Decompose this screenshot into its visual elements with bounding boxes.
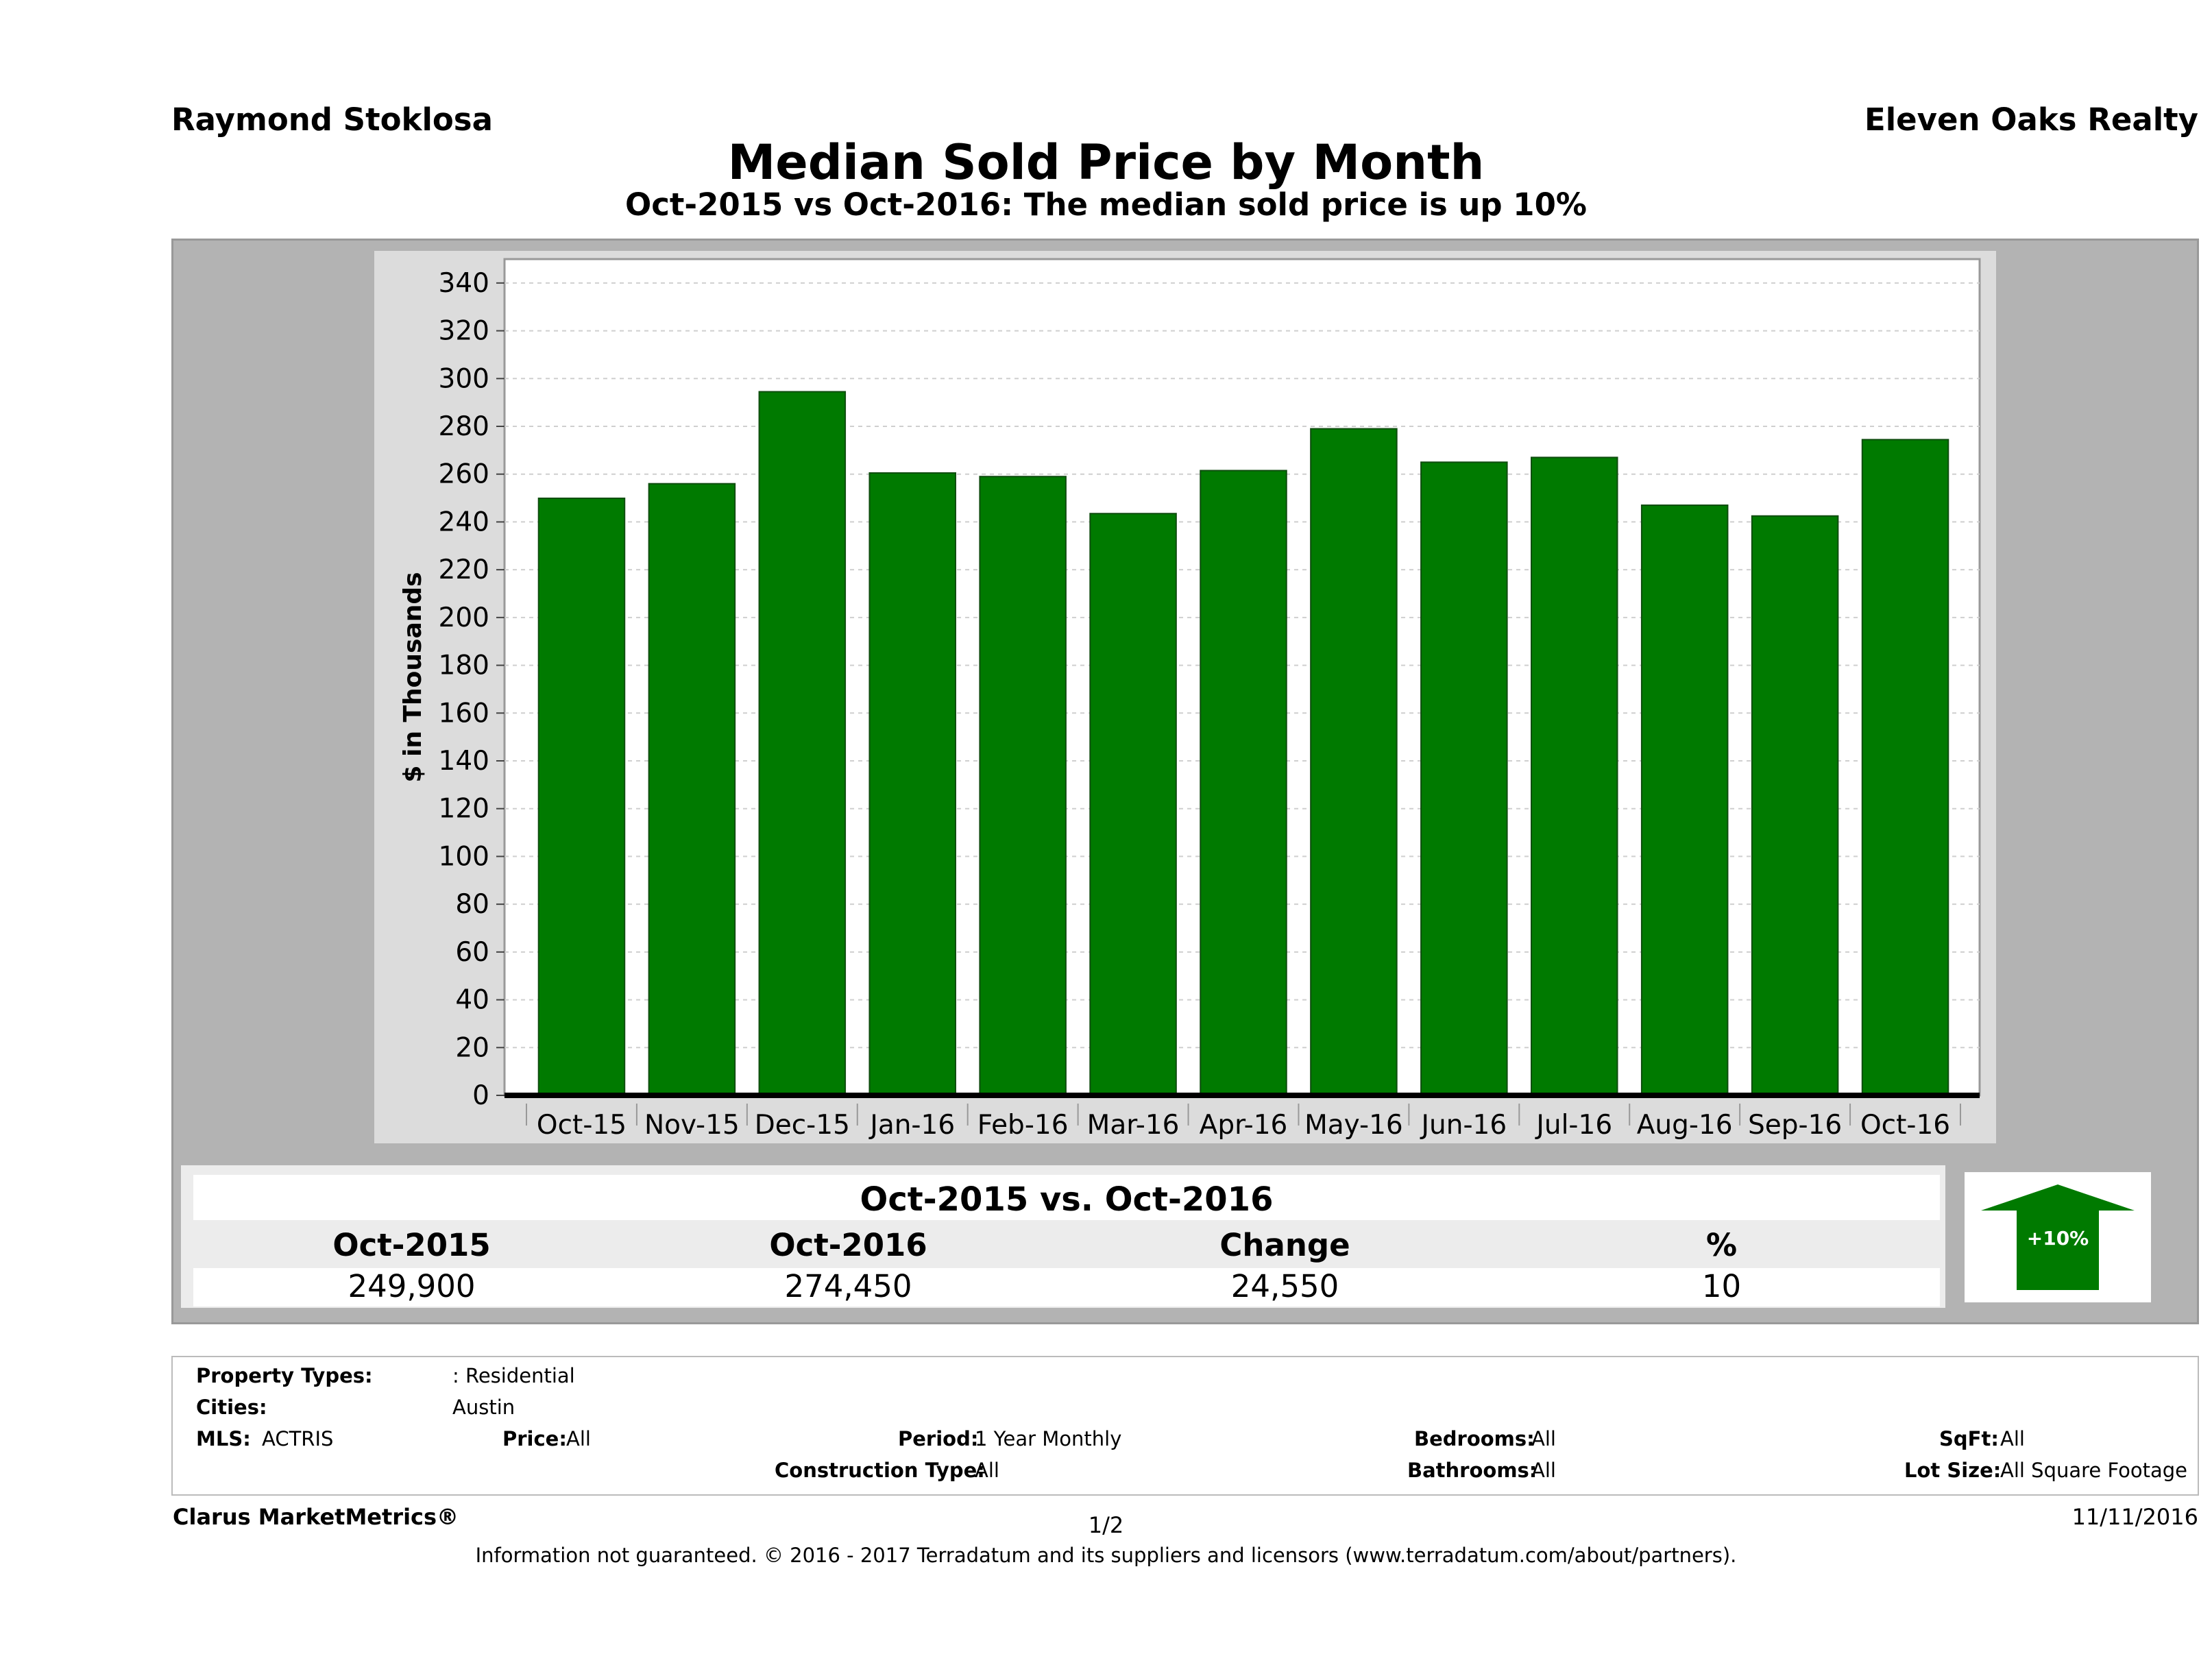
bathrooms-value: All <box>1531 1459 1556 1482</box>
bar-jun-16 <box>1420 461 1508 1096</box>
x-tick-label: Oct-15 <box>537 1110 627 1141</box>
bar-may-16 <box>1310 428 1398 1096</box>
property-types-value: : Residential <box>452 1364 575 1387</box>
bar-dec-15 <box>758 391 847 1096</box>
bar-feb-16 <box>979 476 1067 1096</box>
bars <box>537 391 1949 1096</box>
x-tick-label: Jun-16 <box>1420 1110 1507 1141</box>
bar-sep-16 <box>1751 515 1839 1096</box>
y-tick-label: 60 <box>455 937 489 968</box>
y-tick-label: 140 <box>439 746 489 777</box>
price-value: All <box>566 1427 591 1450</box>
period-label: Period: <box>898 1427 979 1450</box>
y-tick-label: 20 <box>455 1032 489 1063</box>
bathrooms-label: Bathrooms: <box>1407 1459 1538 1482</box>
disclaimer: Information not guaranteed. © 2016 - 201… <box>475 1544 1737 1567</box>
product-name: Clarus MarketMetrics® <box>173 1504 459 1530</box>
summary-value-change: 24,550 <box>1230 1268 1339 1304</box>
x-tick-label: Dec-15 <box>755 1110 850 1141</box>
bedrooms-label: Bedrooms: <box>1414 1427 1535 1450</box>
bar-oct-15 <box>537 497 626 1096</box>
bar-oct-16 <box>1861 439 1949 1096</box>
cities-label: Cities: <box>196 1396 267 1419</box>
y-tick-label: 320 <box>439 316 489 347</box>
y-tick-label: 300 <box>439 363 489 394</box>
x-tick-label: Feb-16 <box>977 1110 1069 1141</box>
y-tick-label: 40 <box>455 985 489 1016</box>
y-axis-label: $ in Thousands <box>399 572 427 782</box>
summary-title-row <box>193 1175 1940 1220</box>
y-tick-label: 120 <box>439 794 489 825</box>
x-tick-label: Nov-15 <box>644 1110 740 1141</box>
y-tick-label: 260 <box>439 459 489 490</box>
change-badge: +10% <box>1965 1172 2151 1302</box>
summary-title: Oct-2015 vs. Oct-2016 <box>860 1180 1274 1219</box>
y-tick-label: 0 <box>472 1080 489 1111</box>
up-arrow-icon: +10% <box>1981 1184 2135 1290</box>
x-tick-label: Apr-16 <box>1200 1110 1288 1141</box>
x-tick-label: Aug-16 <box>1637 1110 1733 1141</box>
y-tick-label: 220 <box>439 555 489 585</box>
summary-value-oct-2016: 274,450 <box>784 1268 912 1304</box>
filters-box <box>171 1356 2199 1496</box>
mls-label: MLS: <box>196 1427 251 1450</box>
construction-type-label: Construction Type: <box>775 1459 985 1482</box>
up-arrow-shape <box>1981 1184 2135 1290</box>
y-tick-label: 180 <box>439 650 489 681</box>
y-tick-label: 340 <box>439 268 489 299</box>
x-tick-label: Jul-16 <box>1534 1110 1612 1141</box>
bedrooms-value: All <box>1531 1427 1556 1450</box>
sqft-label: SqFt: <box>1939 1427 1999 1450</box>
badge-label: +10% <box>2027 1227 2089 1250</box>
period-value: 1 Year Monthly <box>975 1427 1122 1450</box>
grid-lines <box>505 282 1980 1049</box>
y-tick-label: 280 <box>439 411 489 442</box>
bar-apr-16 <box>1200 470 1287 1096</box>
lot-size-label: Lot Size: <box>1904 1459 2002 1482</box>
summary-header-oct-2016: Oct-2016 <box>769 1227 927 1263</box>
y-tick-label: 200 <box>439 603 489 633</box>
summary-header-oct-2015: Oct-2015 <box>332 1227 491 1263</box>
bar-mar-16 <box>1089 513 1177 1096</box>
cities-value: Austin <box>452 1396 515 1419</box>
construction-type-value: All <box>975 1459 999 1482</box>
page-number: 1/2 <box>1088 1512 1124 1538</box>
x-tick-label: Sep-16 <box>1748 1110 1842 1141</box>
property-types-label: Property Types: <box>196 1364 373 1387</box>
summary-header-percent: % <box>1705 1227 1738 1263</box>
y-tick-label: 100 <box>439 841 489 872</box>
bar-nov-15 <box>648 483 736 1096</box>
summary-values-row <box>193 1268 1940 1306</box>
report-date: 11/11/2016 <box>2071 1504 2198 1530</box>
y-tick-label: 160 <box>439 698 489 729</box>
sqft-value: All <box>2000 1427 2025 1450</box>
bar-aug-16 <box>1640 504 1729 1096</box>
y-tick-label: 240 <box>439 507 489 537</box>
brokerage-name: Eleven Oaks Realty <box>1864 101 2198 138</box>
x-tick-label: May-16 <box>1304 1110 1403 1141</box>
chart-subtitle: Oct-2015 vs Oct-2016: The median sold pr… <box>624 186 1588 223</box>
axes: 0 20 40 60 80 100 120 140 160 180 200 220 240 260 280 3… <box>439 268 1980 1141</box>
x-tick-label: Oct-16 <box>1860 1110 1950 1141</box>
x-tick-label: Jan-16 <box>868 1110 955 1141</box>
bar-jul-16 <box>1531 457 1618 1096</box>
mls-value: ACTRIS <box>262 1427 334 1450</box>
summary-value-oct-2015: 249,900 <box>348 1268 476 1304</box>
bar-jan-16 <box>868 472 956 1096</box>
lot-size-value: All Square Footage <box>2000 1459 2188 1482</box>
y-tick-label: 80 <box>455 889 489 920</box>
price-label: Price: <box>502 1427 567 1450</box>
summary-value-percent: 10 <box>1701 1268 1742 1304</box>
x-tick-label: Mar-16 <box>1087 1110 1180 1141</box>
chart-title: Median Sold Price by Month <box>727 134 1485 191</box>
agent-name: Raymond Stoklosa <box>171 101 493 138</box>
summary-header-change: Change <box>1219 1227 1350 1263</box>
